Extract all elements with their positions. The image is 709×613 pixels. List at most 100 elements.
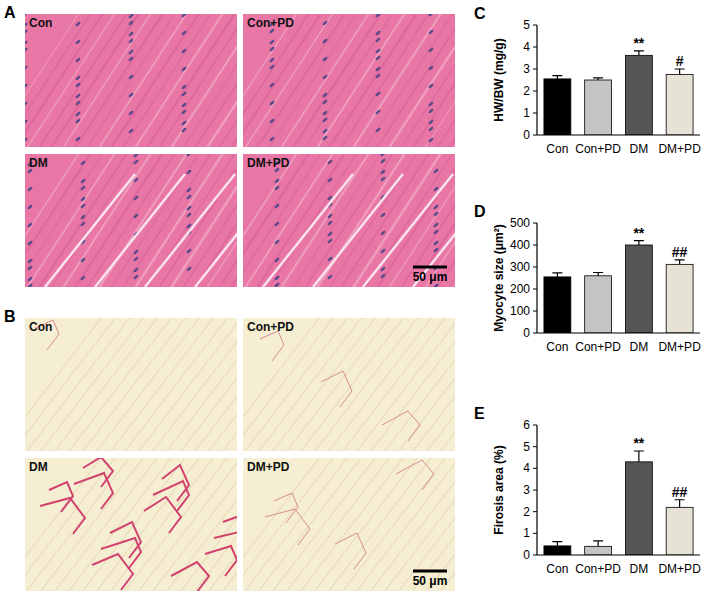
nucleus [27,265,33,271]
fiber [323,14,423,147]
nucleus [75,21,81,27]
fiber [177,14,237,147]
fiber [423,318,455,451]
fiber [395,458,455,591]
significance-mark: # [676,53,684,69]
error-bar [634,451,644,462]
fiber [359,154,455,287]
nucleus [375,127,381,133]
fiber [395,14,455,147]
fiber [105,154,205,287]
plot-area [544,51,693,135]
micrograph: Con+PD [213,313,561,456]
nucleus [25,14,28,17]
nucleus [25,101,28,107]
tick-label: 3 [523,62,530,76]
nucleus [186,154,192,157]
nucleus [380,230,386,236]
nucleus [327,213,333,219]
error-bar [552,76,562,79]
fiber [141,14,237,147]
nucleus [186,205,192,211]
fiber [219,318,237,451]
nucleus [80,178,86,184]
nucleus [128,14,134,19]
nucleus [75,100,81,106]
fiber [323,154,423,287]
nucleus [428,47,434,53]
nucleus [27,283,33,287]
fiber [297,318,407,451]
fiber [367,458,455,591]
fiber [213,154,237,287]
nucleus [133,177,139,183]
error-bar [634,51,644,55]
nucleus [380,273,386,279]
nucleus [133,195,139,201]
fiber [177,154,237,287]
gap [363,174,453,287]
fiber [79,318,189,451]
fiber [353,318,455,451]
panel-letter: A [4,4,16,21]
tick-label: 500 [510,216,530,230]
fiber [409,458,455,591]
fiber [25,458,119,591]
scale-bar [413,266,447,269]
nucleus [322,110,328,116]
nucleus [75,136,81,142]
nucleus [80,257,86,263]
nucleus [433,211,439,217]
fiber [243,318,351,451]
nucleus [322,99,328,105]
nucleus [327,220,333,226]
fiber [311,318,421,451]
nucleus [428,119,434,125]
nucleus [80,275,86,281]
tick [533,47,537,48]
nucleus [75,75,81,81]
bar [625,462,652,555]
fiber [25,318,119,451]
nucleus [274,203,280,209]
nucleus [75,57,81,63]
nucleus [375,14,381,18]
nucleus [75,82,81,88]
nucleus [322,135,328,141]
nucleus [181,91,187,97]
nucleus [322,92,328,98]
nucleus [269,118,275,124]
significance-mark: ## [672,244,688,260]
x-axis [537,554,700,555]
nucleus [380,248,386,254]
fiber [339,318,449,451]
nucleus [428,65,434,71]
panel-letter: E [474,405,485,422]
fiber [243,318,337,451]
x-axis [537,134,700,135]
fiber [311,458,421,591]
tick-label: 400 [510,238,530,252]
nucleus [27,204,33,210]
tick [533,25,537,26]
fiber [251,154,351,287]
category-label: Con+PD [575,562,621,576]
nucleus [186,187,192,193]
gap [195,174,237,287]
nucleus [375,109,381,115]
fiber [51,458,161,591]
nucleus [269,39,275,45]
tick-label: 4 [523,40,530,54]
bar-chart: DMyocyte size (μm²)**##0100200300400500C… [474,203,701,354]
nucleus [75,93,81,99]
nucleus [181,120,187,126]
tick [533,511,537,512]
fiber [191,318,237,451]
error-bar [675,500,685,508]
fiber [287,154,387,287]
fiber [135,458,237,591]
nucleus [186,248,192,254]
collagen [274,493,298,523]
bar [666,75,693,136]
nucleus [428,101,434,107]
